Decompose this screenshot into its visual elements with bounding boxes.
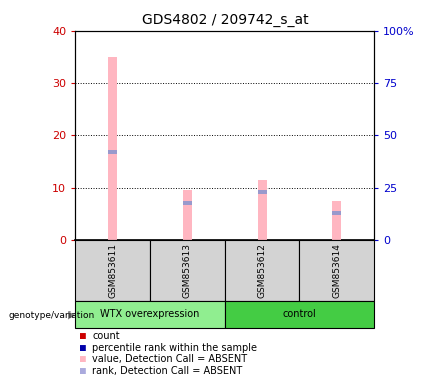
Bar bbox=[108, 150, 117, 154]
Bar bbox=[75, 240, 150, 301]
Bar bbox=[332, 201, 341, 240]
Text: rank, Detection Call = ABSENT: rank, Detection Call = ABSENT bbox=[92, 366, 243, 376]
Bar bbox=[183, 190, 192, 240]
Text: count: count bbox=[92, 331, 120, 341]
Bar bbox=[224, 240, 299, 301]
Text: WTX overexpression: WTX overexpression bbox=[100, 310, 200, 319]
Text: control: control bbox=[283, 310, 316, 319]
Text: ■: ■ bbox=[80, 354, 86, 364]
Text: GSM853613: GSM853613 bbox=[183, 243, 192, 298]
Bar bbox=[258, 180, 267, 240]
Bar bbox=[332, 211, 341, 215]
Text: value, Detection Call = ABSENT: value, Detection Call = ABSENT bbox=[92, 354, 248, 364]
Text: GSM853611: GSM853611 bbox=[108, 243, 117, 298]
Bar bbox=[299, 240, 374, 301]
Text: genotype/variation: genotype/variation bbox=[9, 311, 95, 320]
Text: percentile rank within the sample: percentile rank within the sample bbox=[92, 343, 258, 353]
Text: GDS4802 / 209742_s_at: GDS4802 / 209742_s_at bbox=[142, 13, 309, 27]
Bar bbox=[108, 57, 117, 240]
Text: ■: ■ bbox=[80, 343, 86, 353]
Bar bbox=[183, 201, 192, 205]
Bar bbox=[150, 240, 224, 301]
Bar bbox=[258, 190, 267, 194]
Text: ■: ■ bbox=[80, 331, 86, 341]
Text: GSM853612: GSM853612 bbox=[258, 243, 267, 298]
Polygon shape bbox=[68, 311, 75, 320]
Text: GSM853614: GSM853614 bbox=[332, 243, 341, 298]
Bar bbox=[75, 301, 224, 328]
Text: ■: ■ bbox=[80, 366, 86, 376]
Bar bbox=[224, 301, 374, 328]
